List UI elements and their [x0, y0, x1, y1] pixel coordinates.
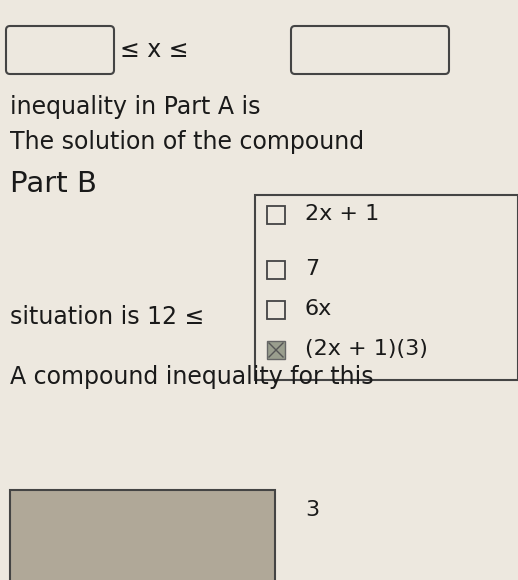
Text: 7: 7	[305, 259, 319, 279]
FancyBboxPatch shape	[6, 26, 114, 74]
Text: ≤ x ≤: ≤ x ≤	[120, 38, 189, 62]
Text: (2x + 1)(3): (2x + 1)(3)	[305, 339, 428, 359]
Text: The solution of the compound: The solution of the compound	[10, 130, 364, 154]
Text: inequality in Part A is: inequality in Part A is	[10, 95, 261, 119]
Bar	[255, 195, 518, 380]
Text: situation is 12 ≤: situation is 12 ≤	[10, 305, 204, 329]
Text: 2x + 1: 2x + 1	[305, 204, 379, 224]
Text: Part B: Part B	[10, 170, 97, 198]
Text: 3: 3	[305, 500, 319, 520]
Bar	[267, 261, 285, 279]
FancyBboxPatch shape	[291, 26, 449, 74]
Text: A compound inequality for this: A compound inequality for this	[10, 365, 373, 389]
Bar	[267, 341, 285, 359]
Bar	[267, 301, 285, 319]
Text: 6x: 6x	[305, 299, 332, 319]
Bar	[267, 206, 285, 224]
Bar	[10, 490, 275, 580]
